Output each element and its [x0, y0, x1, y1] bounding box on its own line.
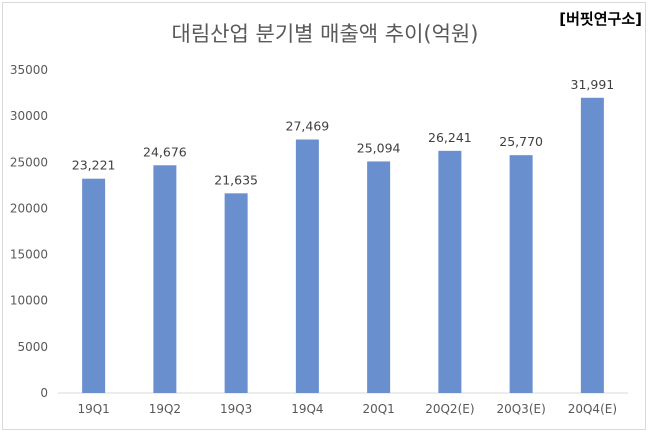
bar: [580, 97, 604, 393]
data-label: 31,991: [571, 77, 615, 92]
y-tick-label: 5000: [17, 340, 48, 354]
y-tick-label: 15000: [10, 248, 48, 262]
y-tick-label: 0: [40, 386, 48, 400]
data-label: 27,469: [286, 119, 330, 134]
chart-title: 대림산업 분기별 매출액 추이(억원): [171, 22, 479, 46]
y-axis: 0 5000 10000 15000 20000 25000 30000 35000: [10, 63, 48, 400]
bar: [509, 155, 533, 393]
x-tick-label: 19Q2: [149, 402, 181, 416]
bars: [82, 97, 604, 393]
data-label: 21,635: [214, 172, 258, 187]
x-tick-label: 20Q1: [362, 402, 394, 416]
y-tick-label: 10000: [10, 294, 48, 308]
bar: [438, 150, 462, 393]
bar: [224, 193, 248, 393]
data-label: 26,241: [428, 130, 472, 145]
bar: [295, 139, 319, 393]
data-label: 23,221: [72, 158, 116, 173]
x-tick-label: 19Q3: [220, 402, 252, 416]
y-tick-label: 20000: [10, 201, 48, 215]
x-tick-label: 19Q4: [291, 402, 323, 416]
y-tick-label: 25000: [10, 155, 48, 169]
bar: [82, 178, 106, 393]
data-label: 25,770: [499, 134, 543, 149]
x-tick-label: 20Q3(E): [496, 402, 545, 416]
x-tick-label: 19Q1: [77, 402, 109, 416]
data-label: 24,676: [143, 144, 187, 159]
x-tick-label: 20Q4(E): [568, 402, 617, 416]
y-tick-label: 30000: [10, 109, 48, 123]
source-label: [버핏연구소]: [559, 10, 642, 28]
data-label: 25,094: [357, 140, 401, 155]
chart-frame: [2, 2, 646, 430]
y-tick-label: 35000: [10, 63, 48, 77]
x-tick-label: 20Q2(E): [425, 402, 474, 416]
bar: [153, 165, 177, 393]
x-axis: 19Q1 19Q2 19Q3 19Q4 20Q1 20Q2(E) 20Q3(E) 20Q4(E…: [77, 402, 617, 416]
bar: [367, 161, 391, 393]
data-labels: 23,221 24,676 21,635 27,469 25,094 26,241 25,7…: [72, 77, 615, 188]
